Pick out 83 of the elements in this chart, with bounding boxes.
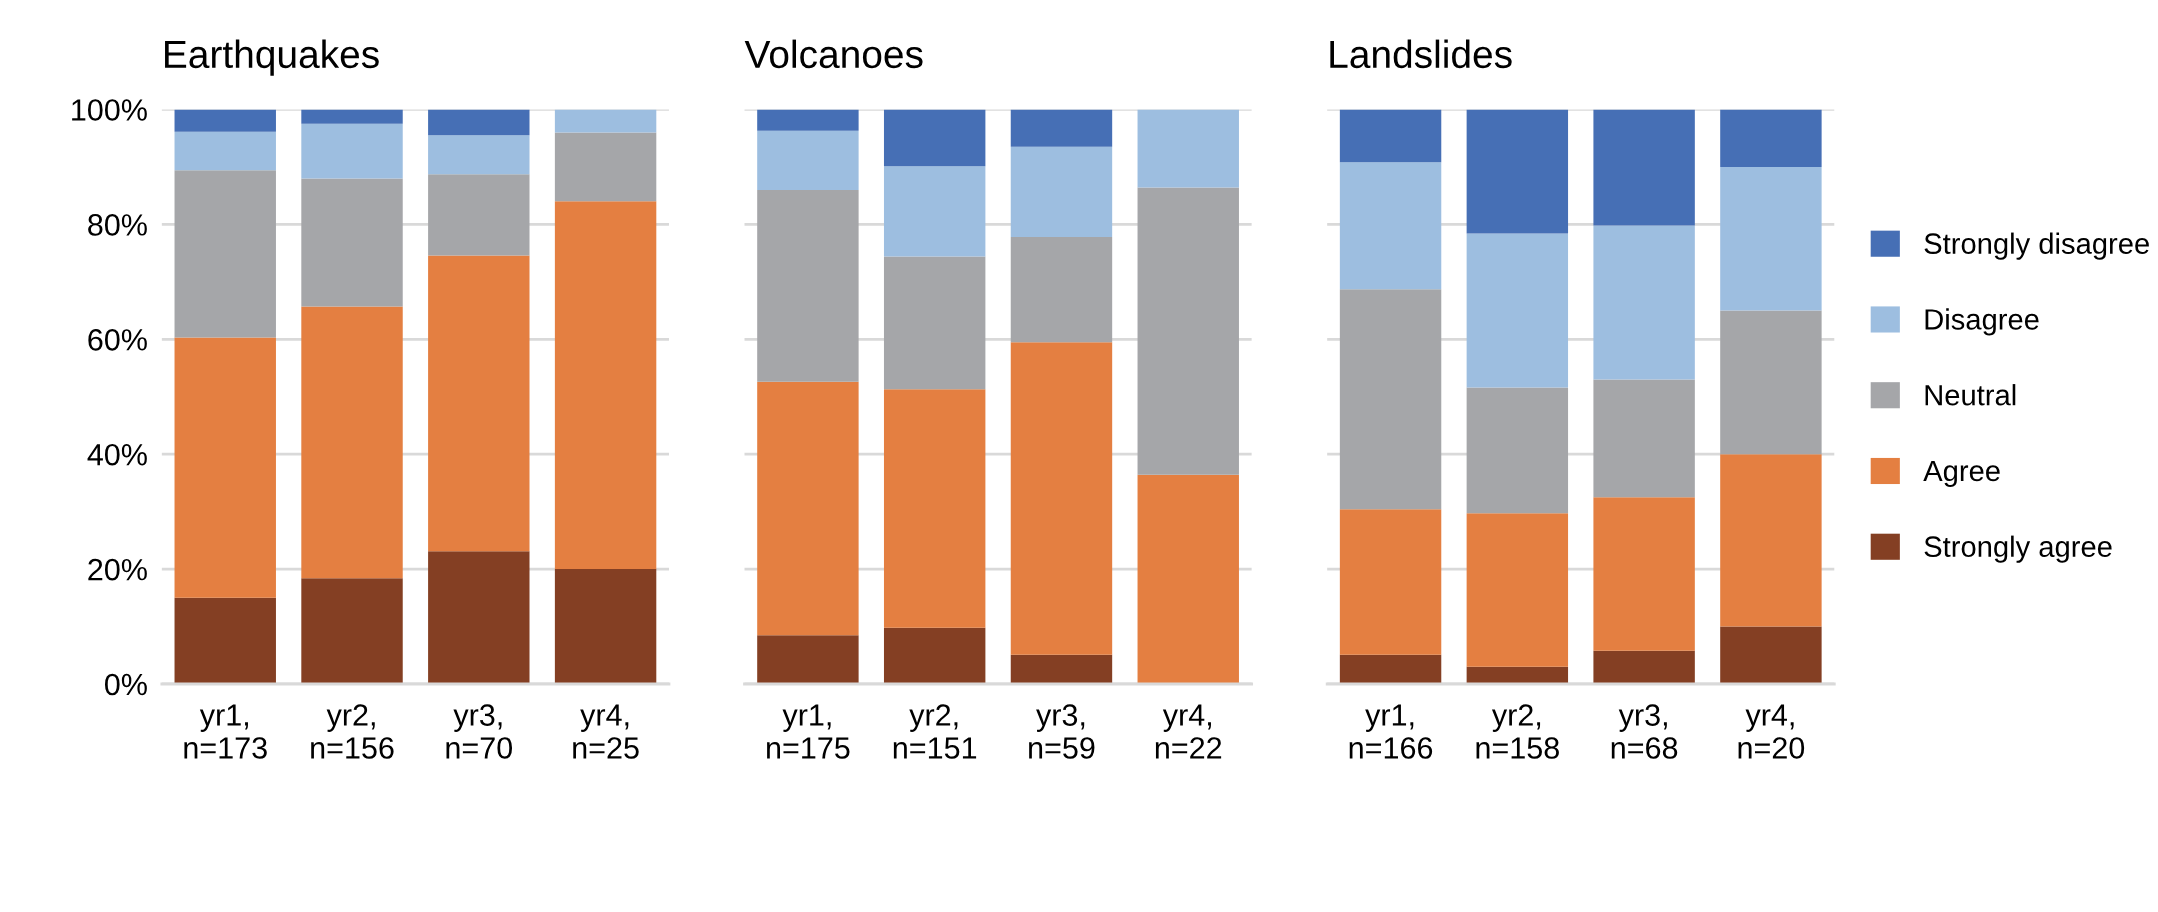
x-tick-label: yr2, n=158 <box>1476 704 1559 759</box>
bar <box>1010 146 1113 237</box>
bar <box>1010 654 1113 684</box>
x-tick-label: yr2, n=156 <box>311 704 394 759</box>
bar <box>757 381 859 636</box>
bar <box>1593 109 1695 226</box>
bar <box>883 256 986 390</box>
x-tick-label: yr4, n=20 <box>1738 704 1805 759</box>
bar <box>1466 233 1569 388</box>
bar <box>554 132 657 202</box>
y-tick-label: 0% <box>104 673 147 696</box>
legend-label: Agree <box>1923 460 2000 488</box>
bar <box>301 578 403 684</box>
bar <box>883 389 986 628</box>
bar <box>1720 626 1822 684</box>
bar <box>1593 497 1695 651</box>
y-tick-label: 80% <box>88 214 147 236</box>
bar <box>883 109 986 167</box>
x-tick-label: yr4, n=25 <box>573 704 639 759</box>
bar <box>1339 162 1442 290</box>
y-tick-label: 60% <box>88 329 147 351</box>
x-tick-label: yr1, n=173 <box>184 704 267 759</box>
bar <box>757 130 859 190</box>
bar <box>301 306 403 579</box>
bar <box>757 109 859 131</box>
bar <box>428 109 530 136</box>
bar <box>428 255 530 552</box>
x-tick-label: yr3, n=59 <box>1029 704 1095 759</box>
x-tick-label: yr4, n=22 <box>1155 704 1222 759</box>
bar <box>1339 654 1442 684</box>
bar <box>554 201 657 570</box>
bar <box>757 189 859 382</box>
bar <box>757 635 859 684</box>
bar <box>554 569 657 684</box>
bar <box>1720 310 1822 455</box>
bar <box>1593 650 1695 684</box>
bar <box>1137 474 1239 684</box>
y-tick-label: 20% <box>88 558 147 581</box>
bar <box>174 170 276 338</box>
bar <box>301 178 403 307</box>
bar <box>1010 236 1113 343</box>
x-tick-label: yr3, n=70 <box>446 704 513 759</box>
y-tick-label: 100% <box>72 99 147 121</box>
bar <box>1137 109 1239 188</box>
bar <box>301 123 403 179</box>
bar <box>1010 109 1113 147</box>
bar <box>1010 342 1113 655</box>
bar <box>1466 387 1569 514</box>
bar <box>883 166 986 257</box>
bar <box>301 109 403 124</box>
bar <box>428 551 530 684</box>
bar <box>1339 109 1442 163</box>
bar <box>428 174 530 256</box>
bar <box>1593 225 1695 380</box>
bar <box>1593 379 1695 498</box>
bar <box>428 135 530 175</box>
x-tick-label: yr2, n=151 <box>893 704 977 759</box>
bar <box>174 109 276 132</box>
bar <box>1720 166 1822 311</box>
x-tick-label: yr3, n=68 <box>1611 704 1678 759</box>
bar <box>1720 454 1822 627</box>
legend-label: Strongly disagree <box>1924 232 2149 260</box>
y-tick-label: 40% <box>87 443 147 466</box>
legend-label: Neutral <box>1925 384 2016 406</box>
x-tick-label: yr1, n=166 <box>1349 704 1433 759</box>
bar <box>1466 513 1569 667</box>
chart-title: Earthquakes <box>165 39 379 76</box>
bar <box>1720 109 1822 167</box>
bar <box>174 597 276 684</box>
chart-title: Landslides <box>1330 39 1512 69</box>
bar <box>174 337 276 598</box>
bar <box>1466 666 1569 684</box>
bar <box>1339 289 1442 510</box>
bar <box>554 109 657 133</box>
chart-title: Volcanoes <box>744 39 923 69</box>
legend-label: Strongly agree <box>1924 535 2112 563</box>
bar <box>174 131 276 171</box>
bar <box>883 627 986 684</box>
bar <box>1339 509 1442 655</box>
bar <box>1466 109 1569 234</box>
x-tick-label: yr1, n=175 <box>767 704 850 759</box>
legend-label: Disagree <box>1925 308 2039 336</box>
bar <box>1137 187 1239 475</box>
